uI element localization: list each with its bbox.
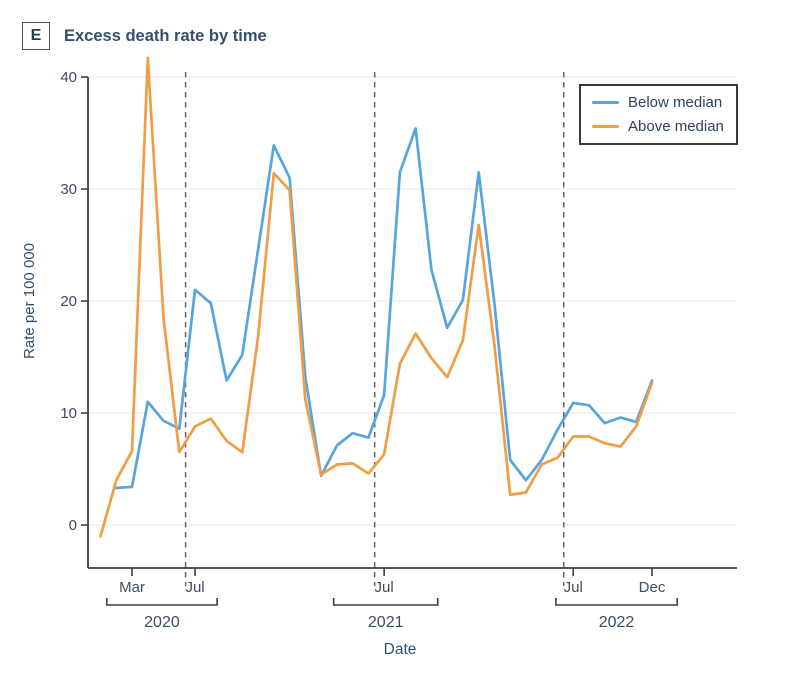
year-bracket: [106, 598, 218, 606]
year-divider-layer: [184, 72, 565, 586]
x-tick-label: Mar: [119, 579, 145, 596]
year-label: 2022: [599, 614, 635, 631]
y-tick-label: 40: [60, 69, 77, 86]
x-axis-title: Date: [384, 641, 417, 658]
legend-item-below-median: Below median: [592, 94, 724, 111]
year-bracket: [332, 598, 439, 606]
below-median-line-swatch-icon: [592, 101, 619, 104]
above-median-line-swatch-icon: [592, 125, 619, 128]
panel-header: E Excess death rate by time: [22, 22, 267, 50]
y-tick-label: 10: [60, 405, 77, 422]
legend: Below median Above median: [579, 84, 738, 145]
y-tick-label: 20: [60, 293, 77, 310]
x-tick-label: Dec: [639, 579, 666, 596]
year-label: 2021: [368, 614, 404, 631]
axis-layer: 0 10 20 30 40 Mar Jul Jul Jul Dec 2020 2021 2022: [60, 69, 737, 631]
panel-letter-badge: E: [22, 22, 50, 50]
legend-label-above-median: Above median: [628, 118, 724, 135]
chart-title: Excess death rate by time: [64, 26, 267, 45]
series-layer: [99, 56, 654, 538]
series-line-below-median: [114, 127, 654, 490]
year-bracket: [555, 598, 679, 606]
series-line-above-median: [99, 56, 654, 538]
y-tick-label: 30: [60, 181, 77, 198]
x-tick-label: Jul: [564, 579, 583, 596]
gridline-layer: [88, 76, 737, 526]
year-label: 2020: [144, 614, 180, 631]
y-tick-label: 0: [69, 517, 77, 534]
legend-item-above-median: Above median: [592, 118, 724, 135]
y-axis-title: Rate per 100 000: [21, 243, 38, 359]
x-tick-label: Jul: [375, 579, 394, 596]
legend-label-below-median: Below median: [628, 94, 723, 111]
x-tick-label: Jul: [185, 579, 204, 596]
